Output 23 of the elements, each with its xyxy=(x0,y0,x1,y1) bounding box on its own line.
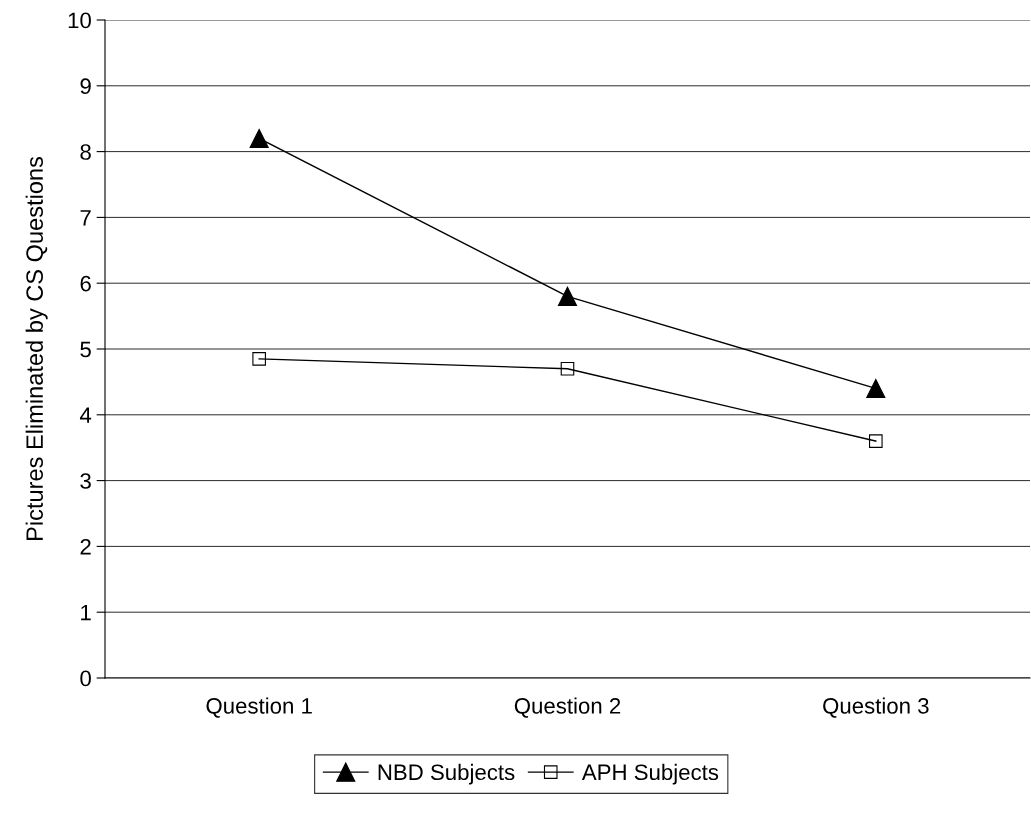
y-tick-label: 3 xyxy=(80,473,91,489)
x-tick-label: Question 1 xyxy=(206,697,312,718)
point xyxy=(869,434,883,448)
y-tick-label: 4 xyxy=(79,407,92,423)
y-tick-label: 0 xyxy=(80,670,91,687)
point xyxy=(866,378,886,399)
y-tick-label: 9 xyxy=(80,78,91,95)
y-tick-label: 2 xyxy=(80,538,91,555)
point xyxy=(249,128,269,149)
y-tick-label: 7 xyxy=(80,210,91,226)
point xyxy=(557,286,578,306)
legend-label: APH Subjects xyxy=(581,763,719,785)
y-tick-label: 10 xyxy=(68,12,91,29)
y-tick-label: 5 xyxy=(80,341,91,358)
point xyxy=(252,352,266,366)
x-tick-label: Question 3 xyxy=(823,697,929,718)
x-tick-label: Question 2 xyxy=(514,697,621,718)
y-tick-label: 6 xyxy=(80,275,91,292)
y-tick-label: 8 xyxy=(80,144,91,160)
legend-label: NBD Subjects xyxy=(378,763,515,785)
y-tick-label: 1 xyxy=(81,604,91,621)
y-axis-title: Pictures Eliminated by CS Questions xyxy=(25,156,48,540)
point xyxy=(560,361,575,376)
